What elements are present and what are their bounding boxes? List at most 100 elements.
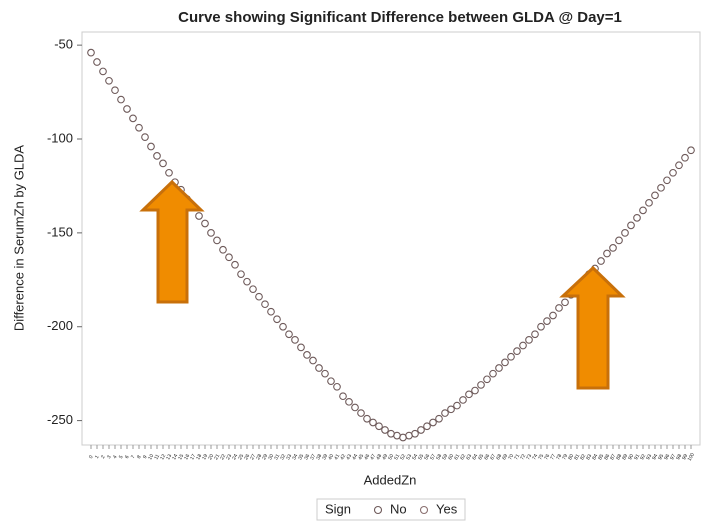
data-point	[267, 307, 275, 316]
data-point	[153, 152, 161, 160]
x-tick-label: 9	[142, 454, 149, 460]
y-tick-label: -200	[47, 318, 73, 333]
data-point	[513, 347, 521, 355]
x-tick-label: 68	[495, 453, 503, 461]
data-point	[363, 414, 371, 423]
legend-title: Sign	[325, 501, 351, 516]
x-tick-label: 18	[195, 453, 203, 461]
data-point	[135, 123, 143, 132]
data-point	[159, 159, 167, 168]
x-tick-label: 52	[399, 453, 407, 461]
x-tick-label: 80	[567, 453, 575, 461]
x-tick-label: 41	[333, 453, 341, 461]
data-point	[495, 364, 503, 372]
data-point	[651, 191, 659, 200]
data-point	[597, 257, 605, 265]
data-point	[639, 206, 647, 215]
x-tick-label: 45	[357, 453, 365, 461]
data-point	[297, 343, 305, 352]
x-tick-label: 8	[136, 454, 143, 460]
x-tick-label: 27	[249, 453, 257, 461]
data-point	[615, 236, 623, 245]
data-point	[465, 390, 473, 399]
x-tick-label: 76	[543, 453, 551, 461]
data-point	[657, 183, 665, 192]
x-tick-label: 90	[627, 453, 635, 461]
x-tick-label: 51	[393, 453, 401, 461]
x-tick-label: 48	[375, 453, 383, 461]
legend-box	[316, 498, 466, 521]
x-tick-label: 67	[489, 453, 497, 461]
data-point	[489, 369, 497, 378]
data-point	[141, 133, 149, 141]
data-point	[321, 369, 329, 378]
x-tick-label: 33	[285, 453, 293, 461]
x-tick-label: 10	[147, 453, 155, 461]
x-tick-label: 66	[483, 453, 491, 461]
data-point	[435, 414, 443, 423]
data-point	[633, 214, 641, 222]
data-point	[549, 311, 557, 320]
data-point	[561, 298, 569, 307]
x-tick-label: 17	[189, 453, 197, 461]
data-point	[357, 409, 365, 417]
x-tick-label: 20	[207, 453, 215, 461]
x-tick-label: 62	[459, 453, 467, 461]
data-point	[621, 229, 629, 237]
data-point	[531, 330, 539, 339]
x-tick-label: 42	[339, 453, 347, 461]
x-tick-label: 19	[201, 453, 209, 461]
x-tick-label: 77	[549, 453, 557, 461]
data-point	[225, 253, 233, 262]
x-tick-label: 7	[130, 454, 137, 460]
x-tick-label: 0	[88, 454, 95, 460]
data-point	[441, 409, 449, 417]
x-tick-label: 74	[531, 453, 539, 461]
data-point	[525, 336, 533, 344]
x-tick-label: 99	[681, 453, 689, 461]
data-point	[309, 356, 317, 365]
data-point	[447, 405, 455, 414]
x-tick-label: 11	[153, 453, 161, 461]
plot-area	[87, 48, 695, 442]
data-point	[381, 426, 389, 434]
data-point	[663, 176, 671, 185]
x-tick-label: 75	[537, 453, 545, 461]
x-axis-label: AddedZn	[364, 472, 417, 487]
x-tick-label: 46	[363, 453, 371, 461]
data-point	[195, 212, 203, 220]
x-tick-label: 43	[345, 453, 353, 461]
x-tick-label: 3	[106, 454, 113, 460]
x-tick-label: 40	[327, 453, 335, 461]
data-point	[411, 429, 419, 438]
x-tick-label: 91	[633, 453, 641, 461]
x-tick-label: 98	[675, 453, 683, 461]
x-tick-label: 86	[603, 453, 611, 461]
data-point	[669, 168, 677, 177]
x-tick-label: 29	[261, 453, 269, 461]
data-point	[201, 219, 209, 228]
x-tick-label: 85	[597, 453, 605, 461]
x-tick-label: 96	[663, 453, 671, 461]
y-tick-label: -250	[47, 412, 73, 427]
data-point	[165, 168, 173, 177]
x-tick-label: 12	[159, 453, 167, 461]
data-point	[303, 351, 311, 359]
x-tick-label: 5	[118, 454, 125, 460]
data-point	[213, 236, 221, 245]
x-tick-label: 78	[555, 453, 563, 461]
data-point	[501, 358, 509, 367]
data-point	[339, 392, 347, 401]
x-tick-label: 82	[579, 453, 587, 461]
data-point	[291, 336, 299, 344]
legend-marker	[419, 505, 429, 515]
x-tick-label: 32	[279, 453, 287, 461]
x-tick-label: 87	[609, 453, 617, 461]
data-point	[117, 95, 125, 104]
data-point	[681, 153, 689, 162]
x-tick-label: 24	[231, 453, 239, 461]
data-point	[111, 86, 119, 95]
data-point	[327, 377, 335, 386]
data-point	[369, 418, 377, 427]
